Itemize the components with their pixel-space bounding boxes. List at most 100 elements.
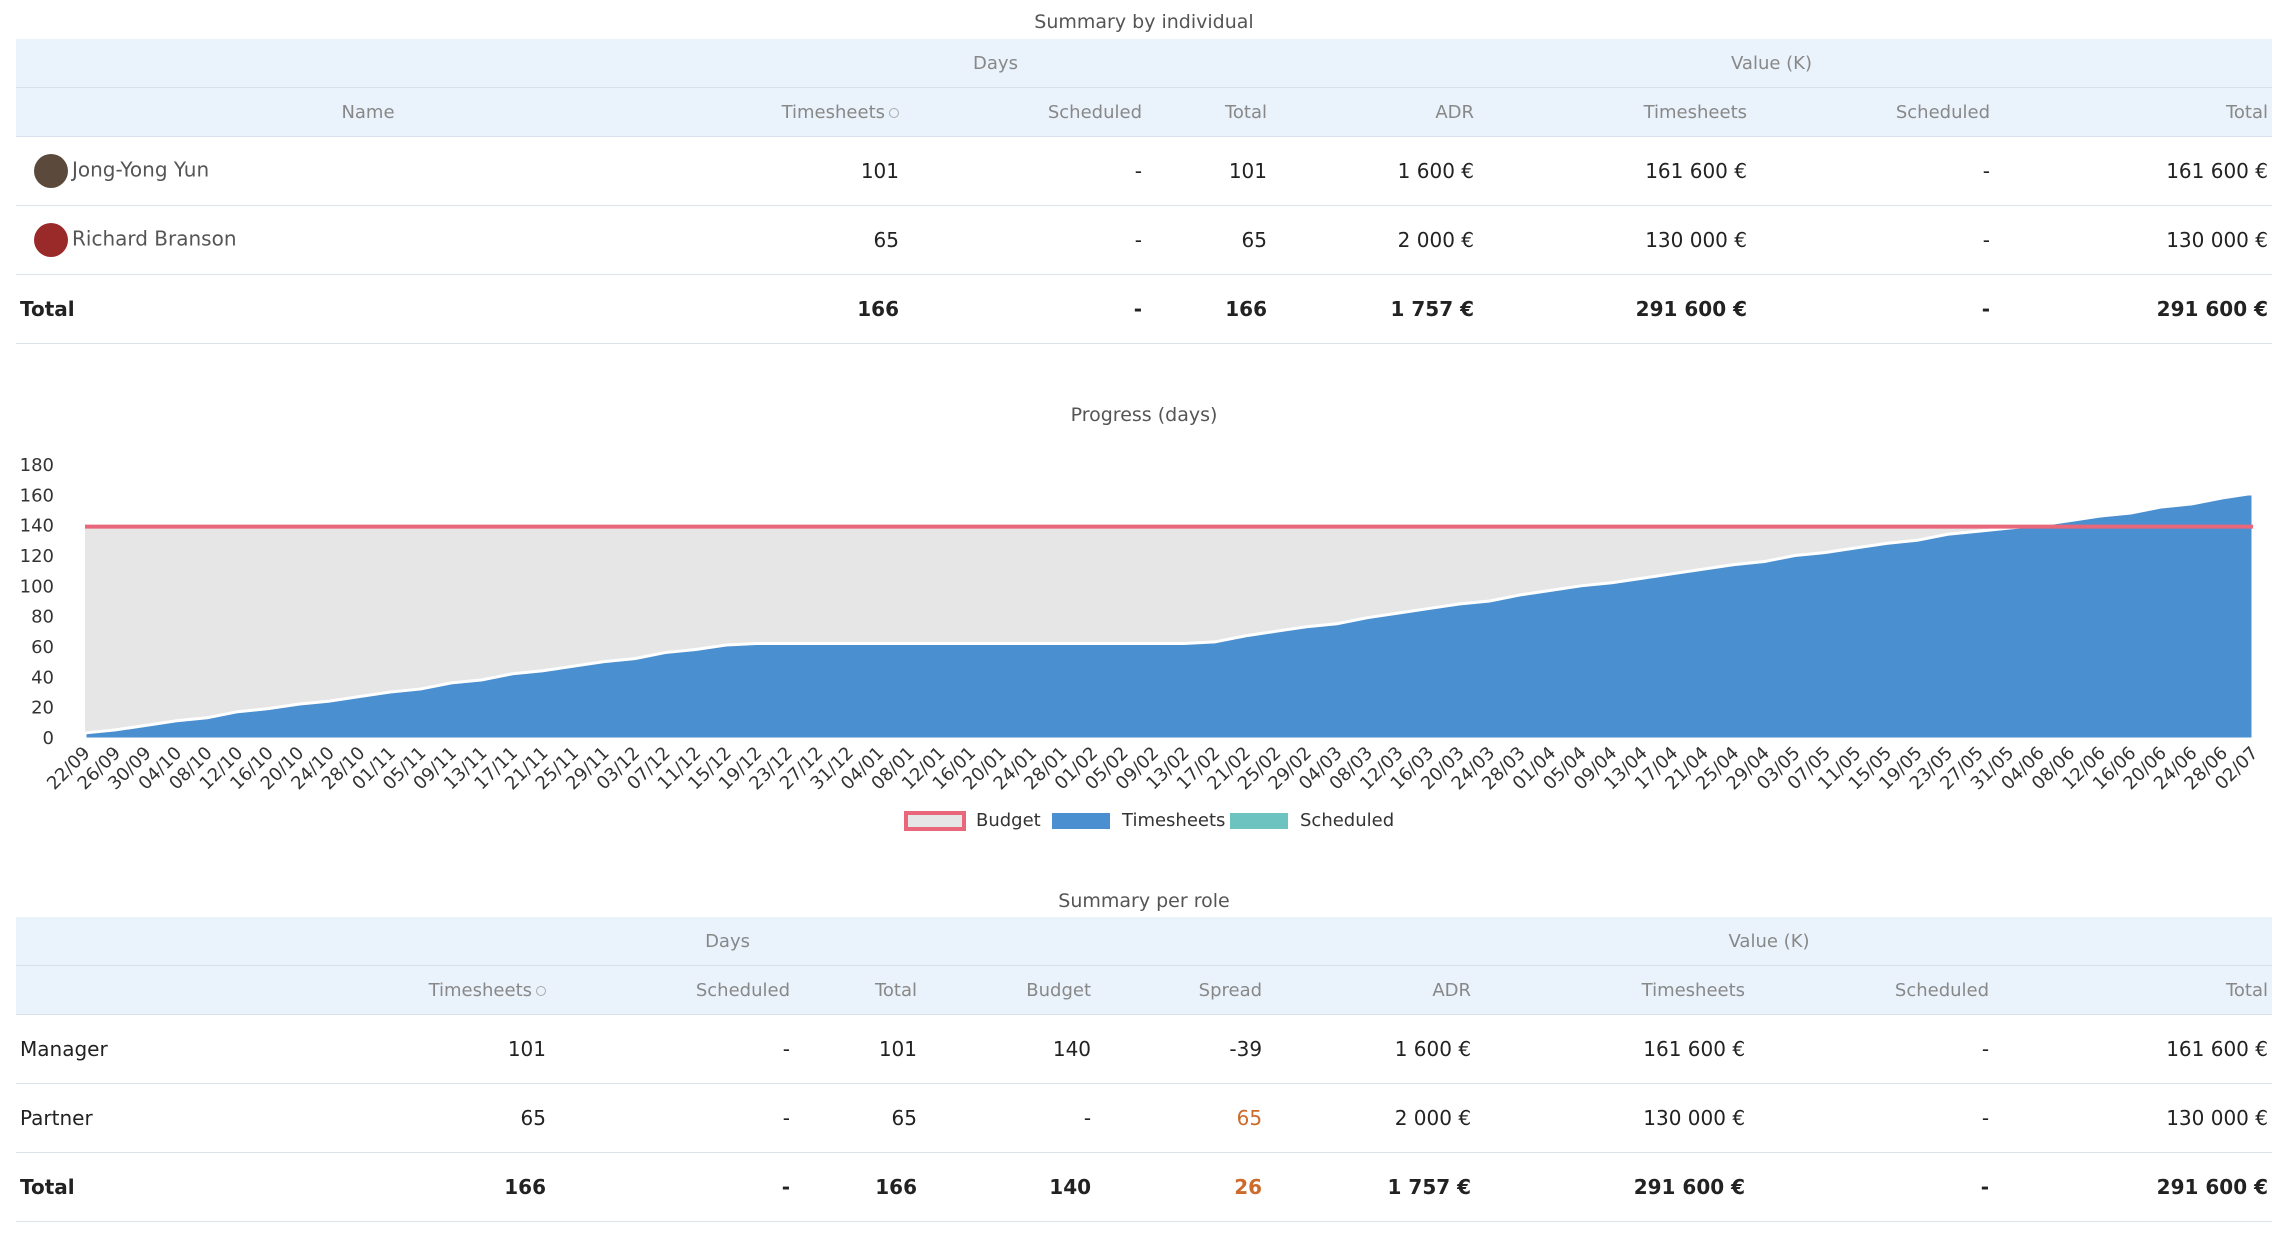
y-tick-label: 140: [20, 516, 54, 537]
cell: 101: [1146, 136, 1271, 206]
cell: 65: [794, 1083, 921, 1153]
column-header: Timesheets: [360, 965, 550, 1015]
cell: 140: [921, 1152, 1096, 1222]
cell: 1 600 €: [1271, 136, 1478, 206]
chart: 02040608010012014016018022/0926/0930/090…: [20, 455, 2263, 831]
cell: 161 600 €: [1475, 1014, 1750, 1084]
cell: Richard Branson: [16, 205, 720, 275]
y-tick-label: 100: [20, 576, 54, 597]
column-header: Scheduled: [1751, 87, 1994, 137]
column-header: Spread: [1095, 965, 1267, 1015]
cell: -: [1751, 136, 1994, 206]
y-tick-label: 160: [20, 485, 54, 506]
cell: 1 757 €: [1271, 274, 1478, 344]
total-row: Total 166-166 1 757 €291 600 € -291 600 €: [16, 274, 2272, 344]
column-header: Scheduled: [1749, 965, 1994, 1015]
avatar: [34, 223, 68, 257]
legend-label: Scheduled: [1300, 810, 1394, 831]
cell: 101: [794, 1014, 921, 1084]
cell: -: [921, 1083, 1096, 1153]
cell: -39: [1095, 1014, 1267, 1084]
cell: Jong-Yong Yun: [16, 136, 720, 206]
cell: 130 000 €: [1994, 205, 2272, 275]
column-header: Total: [1993, 965, 2272, 1015]
cell: 166: [1146, 274, 1271, 344]
info-icon: [889, 107, 899, 118]
legend-swatch: [1230, 813, 1288, 829]
cell: 166: [794, 1152, 921, 1222]
cell: -: [1749, 1014, 1994, 1084]
individual-table: Days Value (K) Name Timesheets Scheduled Tota…: [16, 39, 2272, 344]
cell: 26: [1095, 1152, 1267, 1222]
y-tick-label: 120: [20, 546, 54, 567]
cell: Partner: [16, 1083, 360, 1153]
row: Manager 101-101 140 -39 1 600 €161 600 € -161…: [16, 1014, 2272, 1084]
column-header: Total: [794, 965, 921, 1015]
cell: -: [550, 1083, 794, 1153]
cell: 1 600 €: [1266, 1014, 1476, 1084]
cell: 161 600 €: [1478, 136, 1751, 206]
total-row: Total 166-166 140 26 1 757 €291 600 € -291 60…: [16, 1152, 2272, 1222]
cell: -: [1751, 274, 1994, 344]
role-table: Days Value (K) Timesheets Scheduled Total Bud…: [16, 917, 2272, 1222]
cell: -: [1749, 1152, 1994, 1222]
cell: 161 600 €: [1993, 1014, 2272, 1084]
cell: 130 000 €: [1993, 1083, 2272, 1153]
cell: -: [903, 136, 1146, 206]
cell: 1 757 €: [1266, 1152, 1476, 1222]
row: Partner 65-65-65 2 000 €130 000 € -130 000 …: [16, 1083, 2272, 1153]
legend-swatch: [1052, 813, 1110, 829]
cell: 65: [360, 1083, 550, 1153]
person-name: Richard Branson: [72, 226, 237, 251]
column-header: Budget: [921, 965, 1096, 1015]
person-name: Jong-Yong Yun: [72, 157, 210, 182]
cell: 65: [1095, 1083, 1267, 1153]
y-tick-label: 180: [20, 455, 54, 476]
y-tick-label: 80: [31, 607, 54, 628]
cell: Total: [16, 274, 720, 344]
column-header: Scheduled: [550, 965, 794, 1015]
cell: Total: [16, 1152, 360, 1222]
column-header: Timesheets: [1475, 965, 1750, 1015]
cell: -: [903, 205, 1146, 275]
column-header: Name: [16, 87, 720, 137]
chart-title: Progress (days): [1070, 404, 1218, 426]
cell: -: [1751, 205, 1994, 275]
row: Richard Branson 65-65 2 000 €130 000 € -130…: [16, 205, 2272, 275]
cell: 166: [720, 274, 903, 344]
cell: 291 600 €: [1993, 1152, 2272, 1222]
group-header: Days: [720, 39, 1271, 88]
y-tick-label: 0: [43, 728, 54, 749]
cell: 65: [1146, 205, 1271, 275]
cell: 101: [360, 1014, 550, 1084]
cell: 130 000 €: [1475, 1083, 1750, 1153]
cell: 2 000 €: [1266, 1083, 1476, 1153]
y-tick-label: 40: [31, 667, 54, 688]
column-header: Total: [1146, 87, 1271, 137]
info-icon: [536, 985, 546, 996]
table-title: Summary by individual: [1034, 11, 1254, 33]
cell: 161 600 €: [1994, 136, 2272, 206]
group-header: Value (K): [1266, 917, 2272, 966]
cell: 166: [360, 1152, 550, 1222]
group-header: Days: [360, 917, 1096, 966]
y-tick-label: 60: [31, 637, 54, 658]
y-tick-label: 20: [31, 698, 54, 719]
column-header: ADR: [1271, 87, 1478, 137]
cell: 65: [720, 205, 903, 275]
column-header: Timesheets: [720, 87, 903, 137]
cell: 291 600 €: [1478, 274, 1751, 344]
cell: 291 600 €: [1994, 274, 2272, 344]
row: Jong-Yong Yun 101-101 1 600 €161 600 € -161…: [16, 136, 2272, 206]
column-header: Scheduled: [903, 87, 1146, 137]
table-title: Summary per role: [1058, 890, 1230, 912]
avatar: [34, 154, 68, 188]
column-header: Timesheets: [1478, 87, 1751, 137]
column-header: Total: [1994, 87, 2272, 137]
cell: 2 000 €: [1271, 205, 1478, 275]
legend-label: Budget: [976, 810, 1041, 831]
cell: 140: [921, 1014, 1096, 1084]
cell: -: [903, 274, 1146, 344]
cell: -: [550, 1014, 794, 1084]
